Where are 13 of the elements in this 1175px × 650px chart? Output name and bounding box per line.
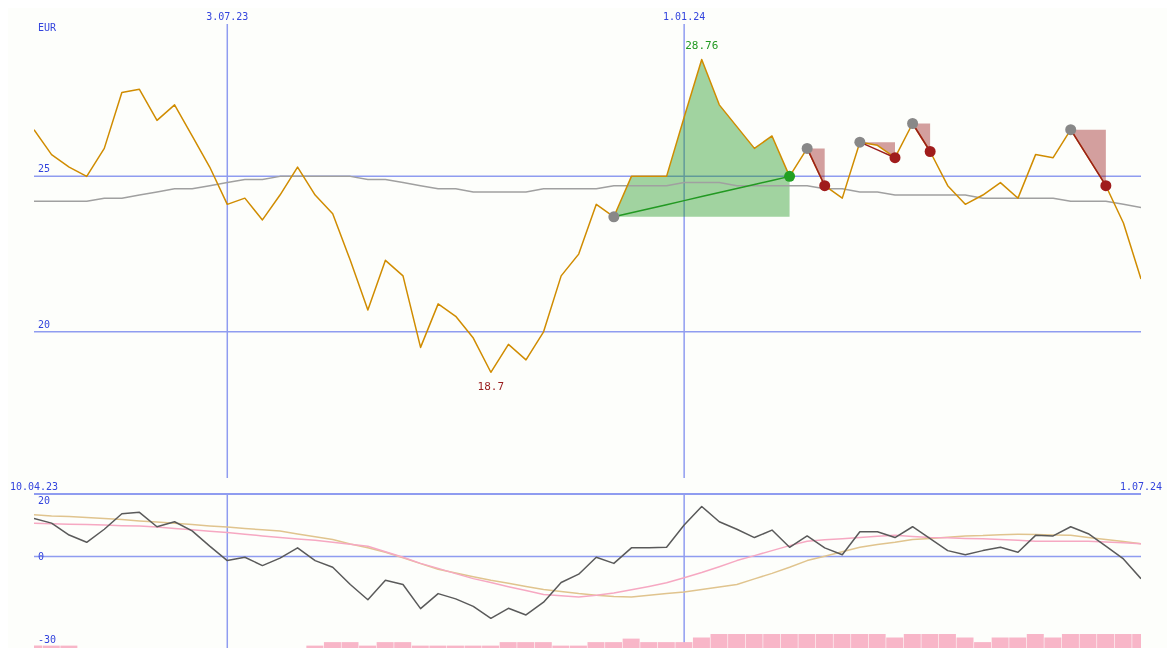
y-tick-label: 20	[38, 495, 51, 507]
line-series	[34, 505, 1141, 620]
x-tick-label: 3.07.23	[206, 11, 249, 22]
x-tick-label: 1.07.24	[1119, 481, 1163, 492]
annotation: 28.76	[685, 39, 719, 53]
y-tick-label: 0	[38, 550, 45, 562]
annotation: 18.7	[477, 380, 505, 394]
x-tick-label: 1.01.24	[663, 11, 706, 22]
y-tick-label: -30	[38, 634, 57, 646]
y-axis-title: EUR	[38, 22, 57, 33]
y-tick-label: 20	[38, 318, 51, 330]
y-tick-label: 25	[38, 163, 51, 175]
x-tick-label: 10.04.23	[9, 481, 59, 492]
